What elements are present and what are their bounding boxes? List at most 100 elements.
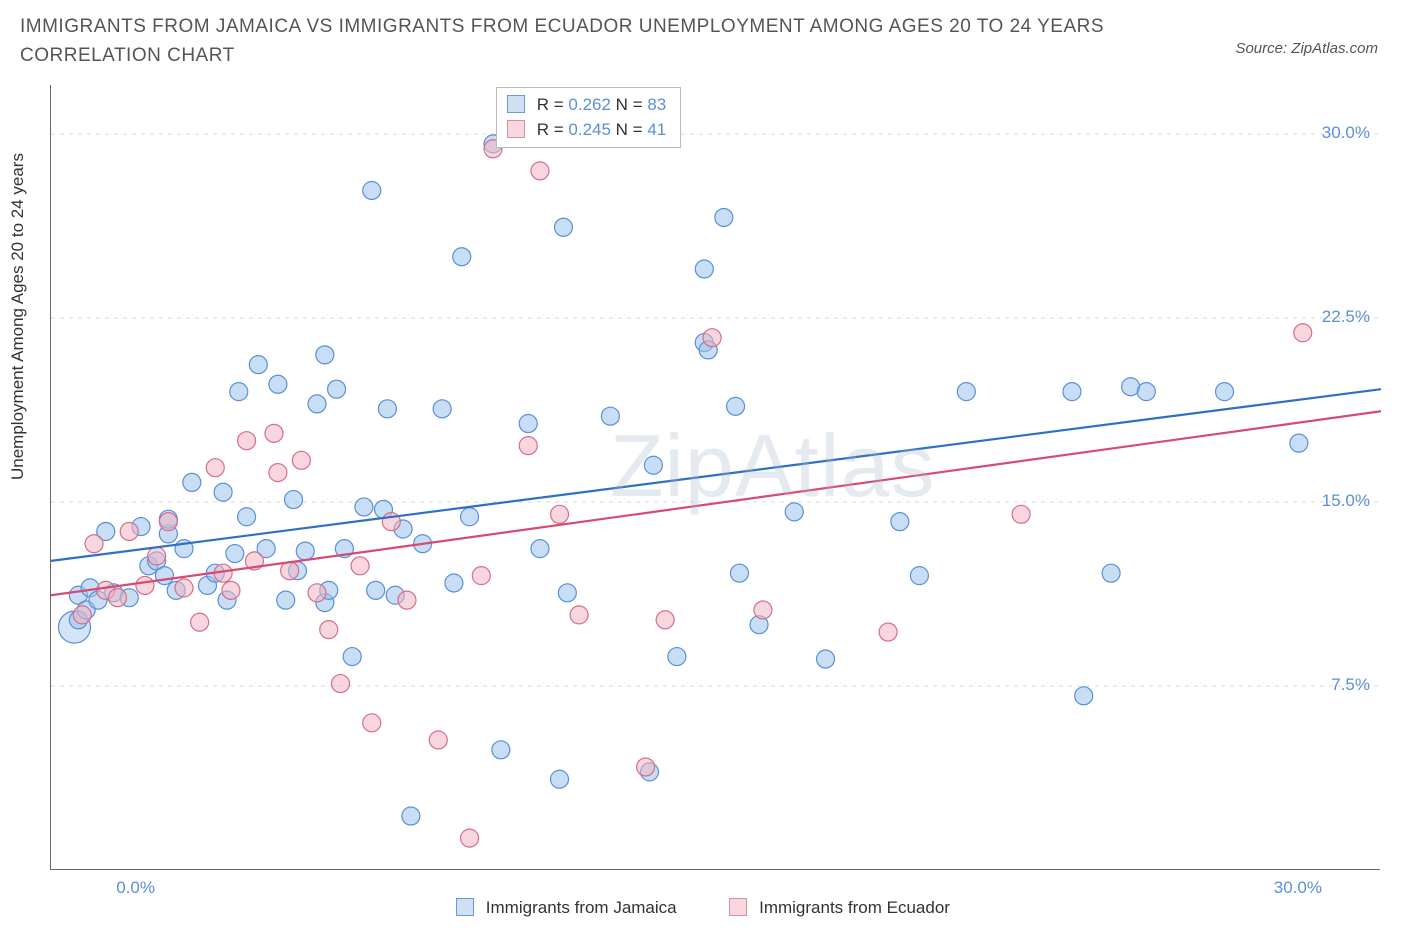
data-point bbox=[402, 807, 420, 825]
data-point bbox=[1137, 383, 1155, 401]
data-point bbox=[1216, 383, 1234, 401]
legend-swatch-icon bbox=[456, 898, 474, 916]
data-point bbox=[531, 162, 549, 180]
data-point bbox=[277, 591, 295, 609]
data-point bbox=[1012, 505, 1030, 523]
data-point bbox=[269, 375, 287, 393]
legend-label: Immigrants from Ecuador bbox=[759, 898, 950, 917]
data-point bbox=[519, 437, 537, 455]
data-point bbox=[120, 522, 138, 540]
data-point bbox=[308, 395, 326, 413]
y-tick-label: 7.5% bbox=[1310, 675, 1370, 695]
data-point bbox=[148, 547, 166, 565]
data-point bbox=[1063, 383, 1081, 401]
n-value: 83 bbox=[647, 95, 666, 114]
data-point bbox=[155, 567, 173, 585]
data-point bbox=[343, 648, 361, 666]
stats-legend: R = 0.262 N = 83 R = 0.245 N = 41 bbox=[496, 87, 681, 148]
data-point bbox=[238, 508, 256, 526]
data-point bbox=[785, 503, 803, 521]
data-point bbox=[355, 498, 373, 516]
data-point bbox=[363, 181, 381, 199]
y-tick-label: 15.0% bbox=[1310, 491, 1370, 511]
data-point bbox=[316, 346, 334, 364]
data-point bbox=[554, 218, 572, 236]
legend-item-ecuador: Immigrants from Ecuador bbox=[729, 898, 950, 918]
data-point bbox=[433, 400, 451, 418]
legend-item-jamaica: Immigrants from Jamaica bbox=[456, 898, 677, 918]
data-point bbox=[429, 731, 447, 749]
r-value: 0.262 bbox=[568, 95, 611, 114]
data-point bbox=[754, 601, 772, 619]
data-point bbox=[292, 451, 310, 469]
data-point bbox=[910, 567, 928, 585]
legend-swatch-icon bbox=[729, 898, 747, 916]
data-point bbox=[281, 562, 299, 580]
data-point bbox=[85, 535, 103, 553]
data-point bbox=[570, 606, 588, 624]
data-point bbox=[519, 415, 537, 433]
data-point bbox=[637, 758, 655, 776]
data-point bbox=[206, 459, 224, 477]
data-point bbox=[331, 675, 349, 693]
data-point bbox=[249, 356, 267, 374]
plot-area: ZipAtlas R = 0.262 N = 83 R = 0.245 N = … bbox=[50, 85, 1380, 870]
data-point bbox=[1102, 564, 1120, 582]
data-point bbox=[453, 248, 471, 266]
data-point bbox=[445, 574, 463, 592]
scatter-svg bbox=[51, 85, 1381, 870]
data-point bbox=[715, 208, 733, 226]
data-point bbox=[214, 483, 232, 501]
legend-swatch-icon bbox=[507, 95, 525, 113]
data-point bbox=[183, 473, 201, 491]
n-value: 41 bbox=[647, 120, 666, 139]
data-point bbox=[328, 380, 346, 398]
data-point bbox=[296, 542, 314, 560]
data-point bbox=[191, 613, 209, 631]
data-point bbox=[285, 491, 303, 509]
data-point bbox=[472, 567, 490, 585]
r-value: 0.245 bbox=[568, 120, 611, 139]
r-label: R = bbox=[537, 120, 569, 139]
source-credit: Source: ZipAtlas.com bbox=[1235, 40, 1378, 57]
data-point bbox=[668, 648, 686, 666]
legend-label: Immigrants from Jamaica bbox=[486, 898, 677, 917]
data-point bbox=[73, 606, 91, 624]
data-point bbox=[730, 564, 748, 582]
data-point bbox=[644, 456, 662, 474]
stats-legend-row: R = 0.245 N = 41 bbox=[507, 118, 666, 143]
y-tick-label: 22.5% bbox=[1310, 307, 1370, 327]
data-point bbox=[175, 579, 193, 597]
data-point bbox=[269, 464, 287, 482]
data-point bbox=[727, 397, 745, 415]
data-point bbox=[551, 770, 569, 788]
data-point bbox=[351, 557, 369, 575]
data-point bbox=[957, 383, 975, 401]
data-point bbox=[226, 545, 244, 563]
trend-line bbox=[51, 389, 1381, 561]
data-point bbox=[461, 508, 479, 526]
y-axis-label: Unemployment Among Ages 20 to 24 years bbox=[8, 153, 28, 480]
data-point bbox=[461, 829, 479, 847]
data-point bbox=[531, 540, 549, 558]
data-point bbox=[656, 611, 674, 629]
data-point bbox=[879, 623, 897, 641]
data-point bbox=[703, 329, 721, 347]
data-point bbox=[320, 621, 338, 639]
data-point bbox=[1290, 434, 1308, 452]
data-point bbox=[265, 424, 283, 442]
n-label: N = bbox=[611, 95, 647, 114]
data-point bbox=[398, 591, 416, 609]
data-point bbox=[551, 505, 569, 523]
data-point bbox=[378, 400, 396, 418]
data-point bbox=[891, 513, 909, 531]
legend-swatch-icon bbox=[507, 120, 525, 138]
chart-title: IMMIGRANTS FROM JAMAICA VS IMMIGRANTS FR… bbox=[20, 12, 1140, 71]
data-point bbox=[367, 581, 385, 599]
data-point bbox=[695, 260, 713, 278]
data-point bbox=[492, 741, 510, 759]
y-tick-label: 30.0% bbox=[1310, 123, 1370, 143]
data-point bbox=[363, 714, 381, 732]
data-point bbox=[230, 383, 248, 401]
x-axis-min-label: 0.0% bbox=[116, 878, 155, 898]
